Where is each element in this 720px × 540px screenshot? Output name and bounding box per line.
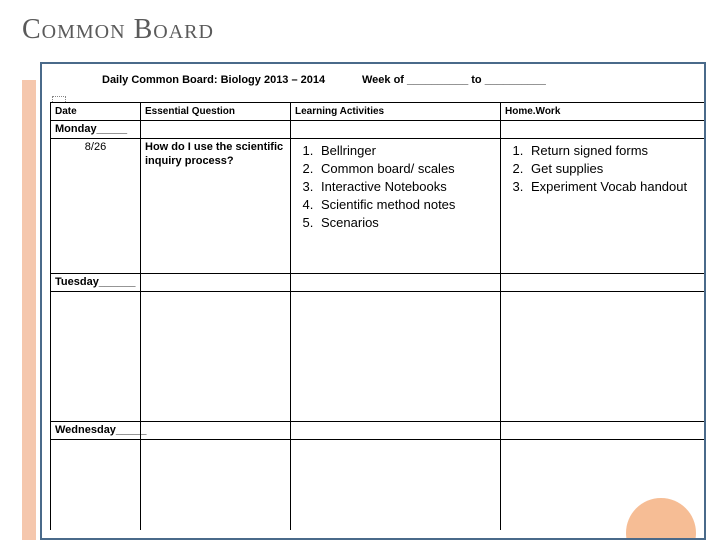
tuesday-label: Tuesday______ bbox=[51, 274, 141, 292]
header-row: Date Essential Question Learning Activit… bbox=[51, 103, 705, 121]
col-header-date: Date bbox=[51, 103, 141, 121]
monday-label: Monday_____ bbox=[51, 121, 141, 139]
col-header-la: Learning Activities bbox=[291, 103, 501, 121]
monday-content-row: 8/26 How do I use the scientific inquiry… bbox=[51, 139, 705, 274]
slide: Common Board Daily Common Board: Biology… bbox=[0, 0, 720, 540]
list-item: Experiment Vocab handout bbox=[527, 179, 700, 196]
slide-title: Common Board bbox=[22, 14, 698, 46]
board-table: Date Essential Question Learning Activit… bbox=[50, 102, 704, 530]
wednesday-label-row: Wednesday_____ bbox=[51, 422, 705, 440]
list-item: Common board/ scales bbox=[317, 161, 496, 178]
monday-activities-list: Bellringer Common board/ scales Interact… bbox=[317, 143, 496, 231]
list-item: Interactive Notebooks bbox=[317, 179, 496, 196]
list-item: Scenarios bbox=[317, 215, 496, 232]
doc-header: Daily Common Board: Biology 2013 – 2014 … bbox=[42, 64, 704, 90]
list-item: Return signed forms bbox=[527, 143, 700, 160]
wednesday-label: Wednesday_____ bbox=[51, 422, 141, 440]
document-frame: Daily Common Board: Biology 2013 – 2014 … bbox=[40, 62, 706, 540]
col-header-eq: Essential Question bbox=[141, 103, 291, 121]
monday-label-row: Monday_____ bbox=[51, 121, 705, 139]
list-item: Scientific method notes bbox=[317, 197, 496, 214]
monday-homework-cell: Return signed forms Get supplies Experim… bbox=[501, 139, 705, 274]
list-item: Bellringer bbox=[317, 143, 496, 160]
doc-title-left: Daily Common Board: Biology 2013 – 2014 bbox=[102, 74, 362, 86]
monday-homework-list: Return signed forms Get supplies Experim… bbox=[527, 143, 700, 196]
monday-eq: How do I use the scientific inquiry proc… bbox=[141, 139, 291, 274]
monday-activities-cell: Bellringer Common board/ scales Interact… bbox=[291, 139, 501, 274]
list-item: Get supplies bbox=[527, 161, 700, 178]
doc-title-right: Week of __________ to __________ bbox=[362, 74, 664, 86]
col-header-hw: Home.Work bbox=[501, 103, 705, 121]
left-accent-stripe bbox=[22, 80, 36, 540]
monday-date: 8/26 bbox=[51, 139, 141, 274]
tuesday-label-row: Tuesday______ bbox=[51, 274, 705, 292]
tuesday-content-row bbox=[51, 292, 705, 422]
wednesday-content-row bbox=[51, 440, 705, 530]
